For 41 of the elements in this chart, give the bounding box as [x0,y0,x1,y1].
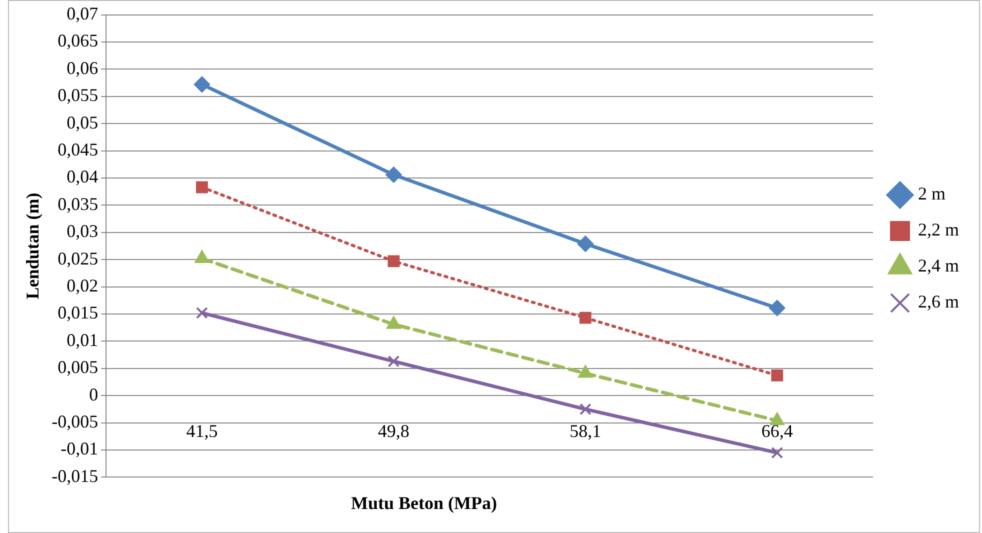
point [194,76,210,92]
point [771,446,784,459]
y-tick-label: 0,03 [66,221,98,242]
y-axis-title: Lendutan (m) [22,192,42,300]
y-tick-label: 0 [89,384,98,404]
point [769,300,786,316]
y-tick-label: -0,005 [52,412,98,432]
legend-label: 2,2 m [918,220,960,240]
y-tick-label: 0,045 [58,140,98,160]
x-tick-label: 58,1 [570,421,602,442]
y-tick-label: 0,04 [66,166,98,187]
point [388,355,400,368]
y-tick-label: 0,035 [58,194,98,214]
point [388,255,400,268]
y-tick-label: -0,015 [52,466,98,486]
legend-label: 2,4 m [918,256,960,276]
y-tick-label: 0,01 [66,330,98,350]
point [196,181,208,194]
legend-label: 2,6 m [918,292,960,312]
y-tick-label: 0,07 [66,4,98,24]
x-tick-label: 41,5 [186,421,218,442]
point [771,370,784,382]
point [577,236,594,252]
y-tick-label: 0,005 [58,357,98,378]
y-tick-label: 0,055 [58,85,98,106]
x-tick-label: 66,4 [761,421,793,442]
point [386,166,402,183]
point [579,312,592,324]
y-tick-label: -0,01 [60,438,98,459]
point [194,250,210,264]
x-tick-label: 49,8 [378,421,410,442]
y-tick-label: 0,02 [66,276,98,296]
y-tick-label: 0,025 [58,248,98,268]
y-tick-label: 0,06 [66,58,98,78]
y-tick-label: 0,065 [58,30,98,51]
x-axis-title: Mutu Beton (MPa) [350,493,498,514]
legend-label: 2 m [918,184,946,204]
point [579,403,592,416]
y-tick-label: 0,05 [66,112,98,132]
point [196,306,208,319]
y-tick-label: 0,015 [58,302,98,323]
